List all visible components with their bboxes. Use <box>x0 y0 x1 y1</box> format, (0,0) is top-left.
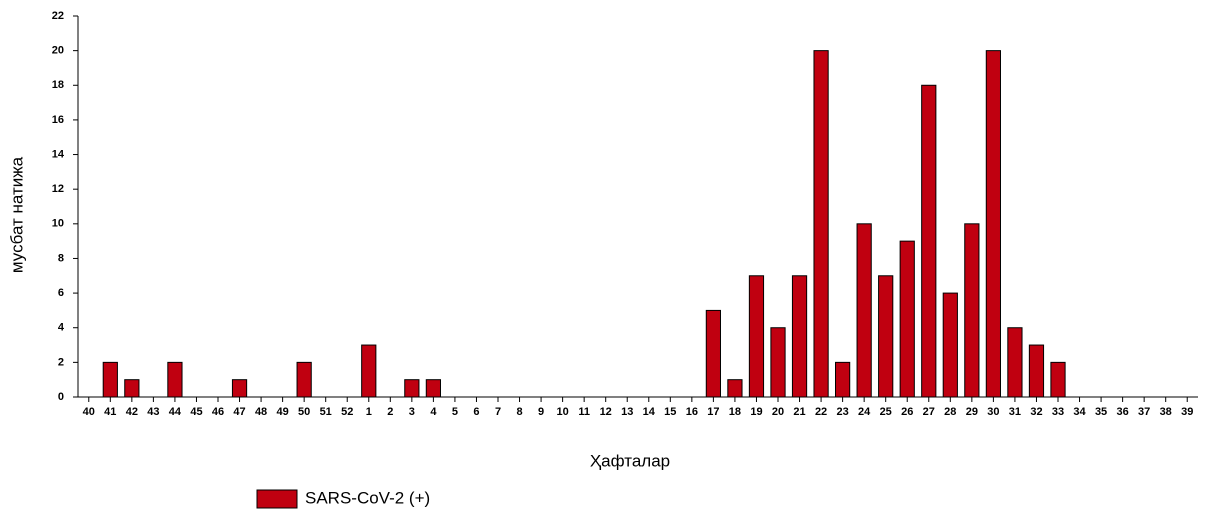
x-tick-label: 48 <box>255 406 267 418</box>
y-tick-label: 0 <box>58 391 64 403</box>
x-tick-label: 38 <box>1160 406 1172 418</box>
x-tick-label: 3 <box>409 406 415 418</box>
x-tick-label: 24 <box>858 406 871 418</box>
x-tick-label: 31 <box>1009 406 1021 418</box>
x-tick-label: 47 <box>233 406 245 418</box>
x-tick-label: 11 <box>578 406 590 418</box>
y-tick-label: 16 <box>52 114 64 126</box>
x-tick-label: 14 <box>643 406 656 418</box>
bar <box>748 275 765 398</box>
y-tick-label: 18 <box>52 79 64 91</box>
bar <box>727 379 743 398</box>
legend-label: SARS-CoV-2 (+) <box>305 488 430 507</box>
bar <box>1028 344 1045 398</box>
x-tick-label: 19 <box>750 406 762 418</box>
y-tick-label: 2 <box>58 356 64 368</box>
bar <box>899 240 915 398</box>
x-axis-label: Ҳафталар <box>590 451 670 470</box>
x-tick-label: 17 <box>707 406 719 418</box>
x-tick-label: 12 <box>600 406 612 418</box>
bar <box>942 292 958 398</box>
x-tick-label: 22 <box>815 406 827 418</box>
x-tick-label: 15 <box>664 406 676 418</box>
x-tick-label: 33 <box>1052 406 1064 418</box>
x-tick-label: 20 <box>772 406 784 418</box>
x-tick-label: 16 <box>686 406 698 418</box>
x-tick-label: 45 <box>190 406 202 418</box>
x-tick-label: 25 <box>880 406 892 418</box>
y-tick-label: 10 <box>52 218 64 230</box>
y-tick-label: 8 <box>58 252 64 264</box>
y-tick-label: 14 <box>52 148 65 160</box>
bar <box>985 50 1001 398</box>
bar <box>813 50 829 398</box>
x-tick-label: 34 <box>1073 406 1086 418</box>
x-tick-label: 7 <box>495 406 501 418</box>
x-tick-label: 35 <box>1095 406 1107 418</box>
x-tick-label: 5 <box>452 406 458 418</box>
x-tick-label: 39 <box>1181 406 1193 418</box>
bar <box>705 309 721 398</box>
x-tick-label: 1 <box>366 406 372 418</box>
x-tick-label: 40 <box>83 406 95 418</box>
bar <box>296 361 312 398</box>
x-tick-label: 41 <box>104 406 116 418</box>
y-tick-label: 20 <box>52 45 64 57</box>
x-tick-label: 13 <box>621 406 633 418</box>
y-tick-label: 22 <box>52 10 64 22</box>
x-tick-label: 30 <box>987 406 999 418</box>
y-tick-label: 4 <box>58 322 65 334</box>
x-tick-label: 36 <box>1116 406 1128 418</box>
x-tick-label: 46 <box>212 406 224 418</box>
legend-swatch <box>256 489 298 509</box>
x-tick-label: 18 <box>729 406 741 418</box>
bar <box>404 379 420 398</box>
bar <box>878 275 894 398</box>
x-tick-label: 49 <box>276 406 288 418</box>
bar <box>124 379 140 398</box>
bar <box>425 379 441 398</box>
x-tick-label: 42 <box>126 406 138 418</box>
x-tick-label: 8 <box>516 406 522 418</box>
x-tick-label: 10 <box>556 406 568 418</box>
bar <box>791 275 808 398</box>
x-tick-label: 4 <box>430 406 437 418</box>
bar <box>856 223 872 398</box>
x-tick-label: 29 <box>966 406 978 418</box>
y-tick-label: 6 <box>58 287 64 299</box>
x-tick-label: 44 <box>169 406 182 418</box>
bar <box>1050 361 1066 398</box>
bar <box>167 361 183 398</box>
x-tick-label: 43 <box>147 406 159 418</box>
x-tick-label: 52 <box>341 406 353 418</box>
x-tick-label: 6 <box>473 406 479 418</box>
x-tick-label: 27 <box>923 406 935 418</box>
bar <box>102 361 118 398</box>
bar <box>1007 327 1023 398</box>
y-axis-label: мусбат натижа <box>7 156 26 273</box>
bar <box>921 84 937 398</box>
x-tick-label: 21 <box>793 406 805 418</box>
x-tick-label: 9 <box>538 406 544 418</box>
x-tick-label: 23 <box>836 406 848 418</box>
x-tick-label: 51 <box>320 406 332 418</box>
bar <box>835 361 851 398</box>
x-tick-label: 2 <box>387 406 393 418</box>
bar <box>231 379 248 398</box>
bar <box>964 223 980 398</box>
y-tick-label: 12 <box>52 183 64 195</box>
bar <box>361 344 377 398</box>
x-tick-label: 28 <box>944 406 956 418</box>
x-tick-label: 26 <box>901 406 913 418</box>
x-tick-label: 37 <box>1138 406 1150 418</box>
x-tick-label: 32 <box>1030 406 1042 418</box>
bar <box>770 327 786 398</box>
x-tick-label: 50 <box>298 406 310 418</box>
